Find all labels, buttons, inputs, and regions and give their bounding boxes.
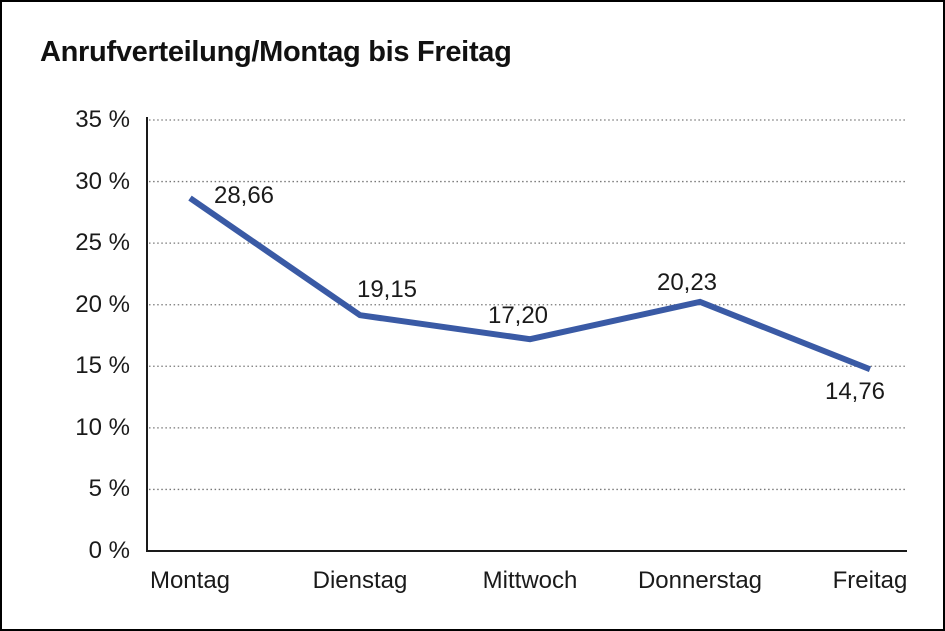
y-axis-tick-label: 20 % (75, 290, 130, 318)
data-point-label: 14,76 (824, 378, 886, 406)
data-point-label: 20,23 (656, 268, 718, 296)
x-axis-category-label: Montag (149, 567, 231, 594)
x-axis-category-label: Donnerstag (637, 567, 763, 594)
y-axis-tick-label: 25 % (75, 229, 130, 257)
x-axis-category-label: Mittwoch (482, 567, 578, 594)
data-point-label: 19,15 (356, 276, 418, 304)
x-axis-category-label: Dienstag (312, 567, 408, 594)
data-line-series (188, 195, 872, 373)
chart-title: Anrufverteilung/Montag bis Freitag (40, 36, 512, 68)
y-axis-tick-label: 30 % (75, 167, 130, 195)
y-axis-tick-label: 0 % (88, 537, 130, 564)
y-axis-tick-label: 5 % (88, 475, 130, 503)
x-axis-category-label: Freitag (832, 567, 908, 594)
y-axis-tick-label: 35 % (75, 106, 130, 133)
data-point-label: 17,20 (487, 302, 549, 330)
y-axis-tick-label: 10 % (75, 413, 130, 441)
data-point-label: 28,66 (213, 182, 275, 210)
y-axis-tick-label: 15 % (75, 352, 130, 380)
